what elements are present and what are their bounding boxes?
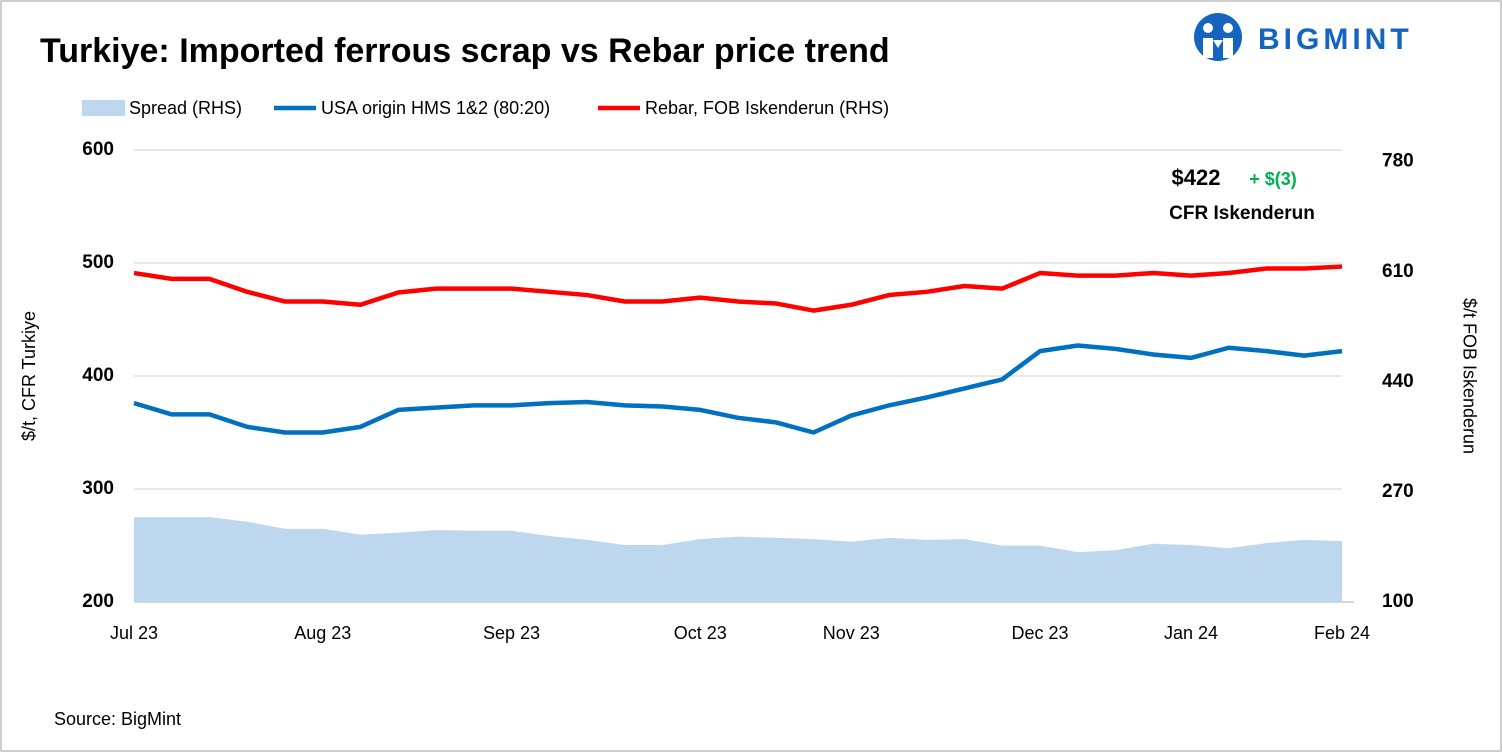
series-line bbox=[133, 264, 1343, 313]
x-tick-label: Feb 24 bbox=[1314, 623, 1370, 643]
y2-tick-label: 100 bbox=[1382, 591, 1414, 612]
y-tick-label: 200 bbox=[82, 591, 114, 612]
y-axis-title: $/t, CFR Turkiye bbox=[19, 311, 39, 441]
y2-tick-label: 780 bbox=[1382, 151, 1414, 172]
legend-label: Spread (RHS) bbox=[129, 98, 242, 118]
annotation-price: $422 bbox=[1172, 165, 1221, 190]
chart-title: Turkiye: Imported ferrous scrap vs Rebar… bbox=[40, 32, 890, 70]
series-line bbox=[133, 343, 1343, 435]
y2-tick-label: 440 bbox=[1382, 371, 1414, 392]
legend-label: Rebar, FOB Iskenderun (RHS) bbox=[645, 98, 889, 118]
y-tick-label: 400 bbox=[82, 365, 114, 386]
x-tick-label: Nov 23 bbox=[823, 623, 880, 643]
y2-tick-label: 610 bbox=[1382, 261, 1414, 282]
x-tick-label: Jul 23 bbox=[110, 623, 158, 643]
legend-swatch bbox=[82, 100, 125, 116]
y2-tick-label: 270 bbox=[1382, 481, 1414, 502]
logo-icon bbox=[1194, 13, 1242, 61]
x-tick-label: Oct 23 bbox=[674, 623, 727, 643]
x-tick-label: Sep 23 bbox=[483, 623, 540, 643]
x-tick-label: Dec 23 bbox=[1011, 623, 1068, 643]
y2-axis-title: $/t FOB Iskenderun bbox=[1459, 298, 1479, 454]
y-tick-label: 600 bbox=[82, 139, 114, 160]
annotation-label: CFR Iskenderun bbox=[1169, 203, 1315, 224]
x-tick-label: Aug 23 bbox=[294, 623, 351, 643]
spread-area bbox=[134, 517, 1342, 602]
y-tick-label: 300 bbox=[82, 478, 114, 499]
annotation-change: + $(3) bbox=[1249, 169, 1297, 189]
x-tick-label: Jan 24 bbox=[1164, 623, 1218, 643]
logo-text: BIGMINT bbox=[1258, 23, 1413, 56]
y-tick-label: 500 bbox=[82, 252, 114, 273]
legend-label: USA origin HMS 1&2 (80:20) bbox=[321, 98, 550, 118]
source: Source: BigMint bbox=[54, 709, 181, 729]
